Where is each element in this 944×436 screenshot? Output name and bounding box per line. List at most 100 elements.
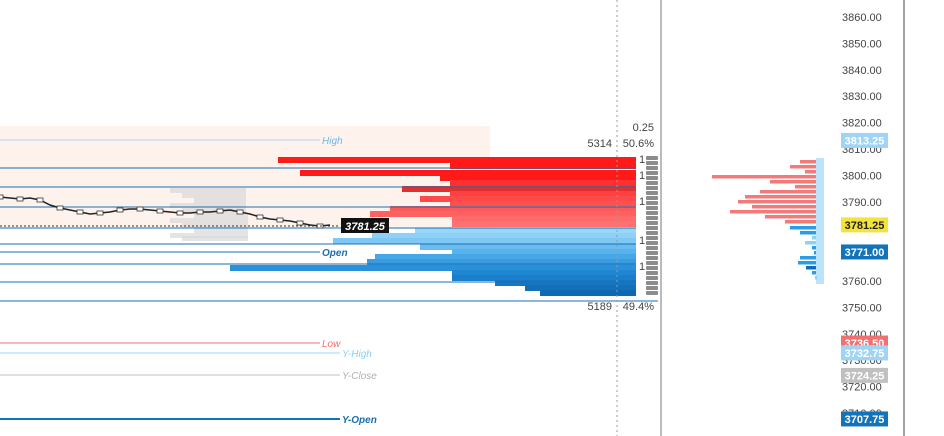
side-volume-cell bbox=[646, 246, 658, 250]
mini-profile-bar bbox=[812, 271, 816, 275]
mini-profile-bar bbox=[745, 195, 816, 199]
price-line bbox=[0, 196, 331, 227]
price-candle bbox=[116, 207, 124, 213]
side-volume-cell bbox=[646, 201, 658, 205]
ask-depth-bar bbox=[402, 186, 636, 192]
side-volume-cell bbox=[646, 191, 658, 195]
ask-depth-bar bbox=[450, 191, 636, 197]
ask-total-label: 5314 bbox=[588, 138, 612, 150]
side-volume-column: 1 1 1 1 1 bbox=[639, 154, 658, 295]
bid-depth-bar bbox=[452, 275, 636, 281]
price-candle bbox=[36, 197, 44, 203]
side-volume-cell bbox=[646, 261, 658, 265]
session-volume-profile bbox=[170, 188, 248, 241]
bid-percent-label: 49.4% bbox=[623, 301, 654, 313]
side-volume-cell bbox=[646, 266, 658, 270]
axis-tag-bg bbox=[841, 132, 888, 148]
mini-profile-bar bbox=[798, 261, 816, 265]
price-candle bbox=[16, 196, 24, 202]
axis-tag-text: 3781.25 bbox=[845, 220, 885, 232]
ask-depth-bar bbox=[300, 170, 636, 176]
price-candle bbox=[256, 214, 264, 220]
mini-profile-bar bbox=[806, 266, 816, 270]
ask-depth-bar bbox=[450, 163, 636, 169]
ask-depth-bar bbox=[450, 201, 636, 207]
mini-profile-bar bbox=[765, 215, 816, 219]
side-volume-cell bbox=[646, 211, 658, 215]
side-volume-cell bbox=[646, 216, 658, 220]
mini-profile-bar bbox=[800, 256, 816, 260]
mini-profile-bar bbox=[814, 251, 816, 255]
y-open-level-label: Y-Open bbox=[342, 415, 377, 426]
bid-depth-bar bbox=[372, 233, 636, 239]
price-candle bbox=[196, 209, 204, 215]
axis-tag-y-high: 3732.75 bbox=[841, 345, 888, 361]
axis-tag-open: 3771.00 bbox=[841, 244, 888, 260]
mini-profile-bar bbox=[805, 241, 816, 245]
side-volume-cell bbox=[646, 156, 658, 160]
bid-depth-bar bbox=[525, 285, 636, 291]
price-candle bbox=[96, 210, 104, 216]
volume-profile-bar bbox=[170, 203, 246, 208]
volume-profile-bar bbox=[170, 218, 248, 223]
bid-depth-bar bbox=[540, 290, 636, 296]
side-volume-cell bbox=[646, 236, 658, 240]
volume-profile-bar bbox=[170, 233, 248, 238]
side-volume-cell bbox=[646, 161, 658, 165]
price-axis-tick-label: 3840.00 bbox=[842, 65, 882, 77]
side-volume-digit: 1 bbox=[639, 261, 645, 273]
price-axis-tick-label: 3820.00 bbox=[842, 118, 882, 130]
side-volume-cell bbox=[646, 186, 658, 190]
bid-depth-bars bbox=[230, 228, 636, 296]
mini-profile-bar bbox=[760, 190, 816, 194]
mini-profile-bar bbox=[790, 165, 816, 169]
price-candle bbox=[0, 194, 4, 200]
bid-depth-bar bbox=[452, 249, 636, 255]
mini-profile-bar bbox=[712, 175, 816, 179]
axis-tag-bg bbox=[841, 244, 888, 260]
axis-tag-text: 3813.25 bbox=[845, 135, 885, 147]
mini-profile-column bbox=[816, 158, 824, 284]
axis-tag-last: 3781.25 bbox=[841, 217, 888, 233]
side-volume-digit: 1 bbox=[639, 154, 645, 166]
price-candle bbox=[296, 220, 304, 226]
side-volume-cell bbox=[646, 171, 658, 175]
price-candle bbox=[236, 209, 244, 215]
volume-profile-bar bbox=[170, 188, 246, 193]
volume-profile-bar bbox=[182, 236, 248, 241]
volume-profile-bar bbox=[194, 228, 248, 233]
side-volume-digit: 1 bbox=[639, 170, 645, 182]
mini-profile-bar bbox=[738, 200, 816, 204]
bid-depth-bar bbox=[230, 265, 636, 271]
axis-tag-y-close: 3724.25 bbox=[841, 367, 888, 383]
ask-depth-bar bbox=[440, 175, 636, 181]
bid-total-label: 5189 bbox=[588, 301, 612, 313]
side-volume-cell bbox=[646, 181, 658, 185]
price-axis-tick-label: 3860.00 bbox=[842, 12, 882, 24]
side-volume-cell bbox=[646, 281, 658, 285]
ask-depth-bar bbox=[278, 157, 636, 163]
volume-profile-bar bbox=[182, 208, 246, 213]
mini-profile-bar bbox=[805, 170, 816, 174]
axis-tag-bg bbox=[841, 367, 888, 383]
ask-depth-bar bbox=[450, 180, 636, 186]
price-axis-tick-label: 3760.00 bbox=[842, 276, 882, 288]
bid-depth-bar bbox=[375, 254, 636, 260]
ask-ratio-label: 0.25 bbox=[633, 122, 654, 134]
side-volume-cell bbox=[646, 256, 658, 260]
axis-tag-text: 3771.00 bbox=[845, 247, 885, 259]
mini-profile-bar bbox=[800, 231, 816, 235]
side-volume-cell bbox=[646, 221, 658, 225]
axis-tag-bg bbox=[841, 411, 888, 427]
price-candle bbox=[76, 209, 84, 215]
bid-depth-bar bbox=[420, 244, 636, 250]
side-volume-cell bbox=[646, 286, 658, 290]
open-level-label: Open bbox=[322, 248, 348, 259]
price-axis-tick-label: 3830.00 bbox=[842, 91, 882, 103]
axis-tag-text: 3724.25 bbox=[845, 370, 885, 382]
axis-tag-bg bbox=[841, 217, 888, 233]
price-candle bbox=[216, 208, 224, 214]
price-candle bbox=[156, 208, 164, 214]
volume-profile-bar bbox=[194, 198, 246, 203]
